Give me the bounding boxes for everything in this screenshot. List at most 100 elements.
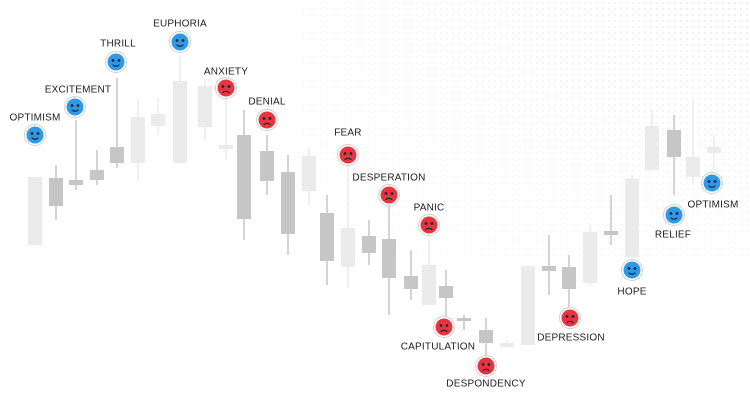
icon-eye <box>487 363 491 366</box>
emotion-icon <box>337 144 359 166</box>
emotion-label: FEAR <box>334 128 361 139</box>
icon-eye <box>181 39 185 42</box>
emotion-label: EXCITEMENT <box>45 85 111 96</box>
icon-mouth <box>425 227 433 231</box>
icon-mouth <box>112 64 120 67</box>
emotion-icon <box>418 214 440 236</box>
emotion-label: RELIEF <box>655 230 691 241</box>
icon-mouth <box>482 368 490 372</box>
candle-body <box>320 213 334 261</box>
candle-body <box>404 276 418 289</box>
emotion-icon <box>256 109 278 131</box>
icon-eye <box>349 152 353 155</box>
icon-eye <box>445 324 449 327</box>
icon-mouth <box>263 122 271 126</box>
icon-eye <box>627 267 631 270</box>
emotion-icon <box>621 259 643 281</box>
icon-mouth <box>440 329 448 333</box>
emotion-label: EUPHORIA <box>153 19 207 30</box>
candle-body <box>219 145 233 149</box>
candle-body <box>686 157 700 177</box>
emotion-icon <box>169 31 191 53</box>
icon-face <box>26 126 44 144</box>
emotion-icon <box>215 77 237 99</box>
icon-face <box>435 318 453 336</box>
icon-eye <box>424 222 428 225</box>
emotion-icon <box>559 307 581 329</box>
emotion-label: ANXIETY <box>204 67 248 78</box>
candle-body <box>198 86 212 127</box>
icon-eye <box>633 267 637 270</box>
candle-body <box>542 266 556 271</box>
icon-face <box>420 216 438 234</box>
icon-eye <box>675 212 679 215</box>
icon-face <box>107 53 125 71</box>
candle-body <box>562 267 576 289</box>
icon-face <box>258 111 276 129</box>
icon-mouth <box>71 109 79 112</box>
icon-eye <box>36 132 40 135</box>
candle-body <box>28 177 42 245</box>
icon-eye <box>221 85 225 88</box>
emotion-label: THRILL <box>100 39 136 50</box>
candle-body <box>173 81 187 163</box>
icon-mouth <box>566 320 574 324</box>
candle-body <box>260 151 274 181</box>
emotion-icon <box>24 124 46 146</box>
icon-face <box>665 206 683 224</box>
icon-eye <box>117 59 121 62</box>
icon-face <box>339 146 357 164</box>
icon-eye <box>111 59 115 62</box>
emotion-label: DESPONDENCY <box>446 379 526 390</box>
candle-body <box>500 343 514 347</box>
candle-body <box>281 172 295 234</box>
icon-face <box>561 309 579 327</box>
candle-body <box>422 265 436 305</box>
icon-mouth <box>176 44 184 47</box>
icon-eye <box>384 192 388 195</box>
candle-body <box>341 228 355 267</box>
icon-mouth <box>670 217 678 220</box>
candle-body <box>110 147 124 163</box>
candle-body <box>645 126 659 170</box>
emotion-label: DENIAL <box>248 97 286 108</box>
icon-mouth <box>708 185 716 188</box>
icon-face <box>217 79 235 97</box>
candle-body <box>667 130 681 157</box>
emotion-icon <box>701 172 723 194</box>
icon-eye <box>30 132 34 135</box>
candle-body <box>625 179 639 257</box>
emotion-icon <box>663 204 685 226</box>
icon-eye <box>70 104 74 107</box>
candle-body <box>302 156 316 191</box>
emotions: OPTIMISM EXCITEMENT THRILL EUPHORIA ANXIETY D… <box>9 19 738 390</box>
emotion-icon <box>105 51 127 73</box>
emotion-icon <box>378 184 400 206</box>
icon-eye <box>390 192 394 195</box>
candle-body <box>439 286 453 298</box>
icon-mouth <box>385 197 393 201</box>
candle-body <box>707 147 721 153</box>
icon-eye <box>262 117 266 120</box>
icon-face <box>477 357 495 375</box>
icon-eye <box>175 39 179 42</box>
icon-mouth <box>344 157 352 161</box>
emotion-label: PANIC <box>414 203 445 214</box>
icon-face <box>380 186 398 204</box>
candle-body <box>362 236 376 253</box>
emotion-label: CAPITULATION <box>401 342 475 353</box>
icon-face <box>171 33 189 51</box>
icon-mouth <box>31 137 39 140</box>
icon-eye <box>268 117 272 120</box>
icon-eye <box>481 363 485 366</box>
candle-body <box>583 232 597 283</box>
emotion-label: OPTIMISM <box>687 200 738 211</box>
icon-eye <box>439 324 443 327</box>
emotion-icon <box>433 316 455 338</box>
emotion-label: HOPE <box>617 287 646 298</box>
icon-eye <box>571 315 575 318</box>
icon-face <box>703 174 721 192</box>
emotion-label: DESPERATION <box>352 173 425 184</box>
icon-eye <box>707 180 711 183</box>
